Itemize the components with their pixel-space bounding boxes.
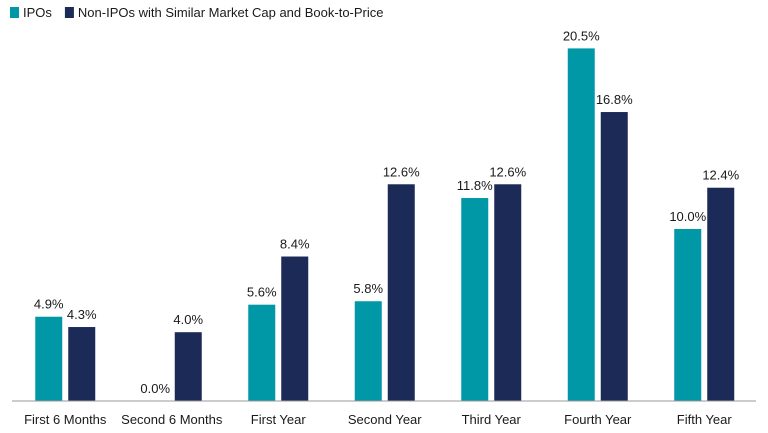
- value-label-non-ipo-1: 4.3%: [67, 307, 97, 322]
- bar-ipo-7: [674, 229, 702, 401]
- category-label-1: First 6 Months: [24, 412, 107, 427]
- value-label-ipo-2: 0.0%: [140, 381, 170, 396]
- value-label-ipo-3: 5.6%: [247, 285, 277, 300]
- value-label-ipo-6: 20.5%: [563, 28, 600, 43]
- bar-ipo-1: [35, 316, 63, 401]
- value-labels-group: 4.9%4.3%0.0%4.0%5.6%8.4%5.8%12.6%11.8%12…: [34, 28, 740, 396]
- value-label-ipo-1: 4.9%: [34, 297, 64, 312]
- bar-non-ipo-3: [281, 256, 309, 401]
- legend-swatch-1: [10, 7, 19, 18]
- bar-non-ipo-7: [707, 187, 735, 401]
- category-label-5: Third Year: [462, 412, 522, 427]
- bar-non-ipo-1: [68, 327, 96, 401]
- legend-swatch-2: [64, 7, 74, 18]
- legend: IPOs Non-IPOs with Similar Market Cap and…: [10, 5, 384, 20]
- bar-non-ipo-5: [494, 184, 522, 401]
- category-label-2: Second 6 Months: [121, 412, 223, 427]
- value-label-ipo-5: 11.8%: [457, 178, 493, 193]
- bar-non-ipo-2: [174, 332, 202, 401]
- value-label-non-ipo-7: 12.4%: [702, 168, 739, 183]
- value-label-ipo-7: 10.0%: [669, 209, 706, 224]
- value-label-ipo-4: 5.8%: [353, 281, 383, 296]
- category-label-4: Second Year: [348, 412, 422, 427]
- legend-label-2: Non-IPOs with Similar Market Cap and Boo…: [78, 5, 384, 20]
- legend-label-1: IPOs: [23, 5, 52, 20]
- bar-ipo-5: [461, 198, 489, 401]
- value-label-non-ipo-3: 8.4%: [280, 237, 310, 252]
- category-labels-group: First 6 Months Second 6 Months First Year S…: [24, 412, 732, 427]
- value-label-non-ipo-2: 4.0%: [173, 312, 203, 327]
- bars-group: [35, 48, 735, 402]
- category-label-3: First Year: [251, 412, 307, 427]
- category-label-6: Fourth Year: [564, 412, 632, 427]
- bar-ipo-3: [248, 304, 276, 401]
- bar-ipo-6: [567, 48, 595, 402]
- bar-ipo-4: [354, 301, 382, 401]
- category-label-7: Fifth Year: [677, 412, 733, 427]
- bar-non-ipo-6: [600, 112, 628, 401]
- value-label-non-ipo-6: 16.8%: [596, 92, 633, 107]
- value-label-non-ipo-4: 12.6%: [383, 164, 420, 179]
- value-label-non-ipo-5: 12.6%: [489, 164, 526, 179]
- bar-non-ipo-4: [387, 184, 415, 401]
